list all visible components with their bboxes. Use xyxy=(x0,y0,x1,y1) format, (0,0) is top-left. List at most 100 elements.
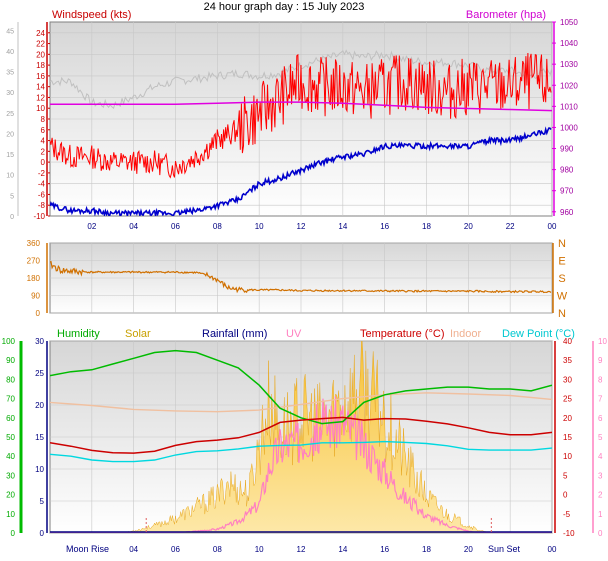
barometer-tick-label: 990 xyxy=(560,145,574,154)
humidity-tick-label: 70 xyxy=(6,395,15,404)
temperature-tick-label: -10 xyxy=(563,529,575,538)
time-tick-label: 16 xyxy=(380,222,389,231)
wind-tick-label: -8 xyxy=(38,201,46,210)
uv-tick-label: 0 xyxy=(598,529,603,538)
moon-rise-label: Moon Rise xyxy=(66,544,109,554)
temperature-tick-label: 40 xyxy=(563,337,572,346)
rainfall-tick-label: 5 xyxy=(40,497,45,506)
bottom-time-tick-label: 00 xyxy=(548,545,557,554)
direction-tick-label: 360 xyxy=(27,239,41,248)
humidity-tick-label: 30 xyxy=(6,471,15,480)
rainfall-tick-label: 20 xyxy=(35,401,44,410)
humidity-tick-label: 0 xyxy=(11,529,16,538)
uv-tick-label: 5 xyxy=(598,433,603,442)
wind-tick-label: 8 xyxy=(41,115,46,124)
wind-tick-label: -10 xyxy=(33,212,45,221)
time-tick-label: 08 xyxy=(213,222,222,231)
wind-tick-label: 12 xyxy=(36,93,45,102)
wind-outer-tick-label: 45 xyxy=(6,28,14,35)
time-tick-label: 06 xyxy=(171,222,180,231)
bottom-time-tick-label: 06 xyxy=(171,545,180,554)
legend-solar: Solar xyxy=(125,328,151,340)
wind-outer-tick-label: 15 xyxy=(6,152,14,159)
uv-series-line xyxy=(50,396,551,533)
uv-tick-label: 10 xyxy=(598,337,607,346)
bottom-time-tick-label: 10 xyxy=(255,545,264,554)
time-tick-label: 20 xyxy=(464,222,473,231)
wind-outer-tick-label: 0 xyxy=(10,214,14,221)
average-wind-series-line xyxy=(50,126,552,216)
temperature-tick-label: 20 xyxy=(563,414,572,423)
barometer-tick-label: 1030 xyxy=(560,60,578,69)
temperature-series-line xyxy=(50,416,552,454)
humidity-series-line xyxy=(50,349,552,425)
direction-tick-label: 180 xyxy=(27,274,41,283)
time-tick-label: 12 xyxy=(297,222,306,231)
temperature-tick-label: -5 xyxy=(563,510,571,519)
barometer-tick-label: 1020 xyxy=(560,81,578,90)
bottom-time-tick-label: 14 xyxy=(338,545,347,554)
humidity-tick-label: 80 xyxy=(6,375,15,384)
bottom-time-tick-label: 04 xyxy=(129,545,138,554)
direction-panel-grid xyxy=(50,242,553,314)
compass-label: E xyxy=(558,256,565,268)
temperature-tick-label: 15 xyxy=(563,433,572,442)
time-tick-label: 22 xyxy=(506,222,515,231)
indoor-series-line xyxy=(50,392,552,413)
time-tick-label: 10 xyxy=(255,222,264,231)
uv-tick-label: 2 xyxy=(598,491,603,500)
wind-tick-label: 2 xyxy=(41,147,46,156)
rainfall-tick-label: 25 xyxy=(35,369,44,378)
bottom-time-tick-label: 08 xyxy=(213,545,222,554)
wind-outer-tick-label: 35 xyxy=(6,70,14,77)
direction-panel-axes: 0 N 90 W 180 S 270 E 360 N xyxy=(27,238,568,320)
solar-series-area xyxy=(50,341,552,533)
humidity-tick-label: 20 xyxy=(6,491,15,500)
wind-tick-label: 20 xyxy=(36,50,45,59)
legend-rainfall: Rainfall (mm) xyxy=(202,328,267,340)
barometer-tick-label: 1040 xyxy=(560,39,578,48)
uv-tick-label: 6 xyxy=(598,414,603,423)
legend-indoor: Indoor xyxy=(450,328,482,340)
wind-outer-tick-label: 20 xyxy=(6,131,14,138)
uv-tick-label: 9 xyxy=(598,356,603,365)
compass-label: W xyxy=(557,291,568,303)
temperature-tick-label: 5 xyxy=(563,471,568,480)
wind-outer-tick-label: 10 xyxy=(6,173,14,180)
humidity-tick-label: 60 xyxy=(6,414,15,423)
barometer-axis-title: Barometer (hpa) xyxy=(466,9,546,21)
uv-tick-label: 4 xyxy=(598,452,603,461)
wind-direction-series-line xyxy=(50,260,552,294)
time-tick-label: 18 xyxy=(422,222,431,231)
bottom-time-tick-label: 20 xyxy=(464,545,473,554)
wind-tick-label: -6 xyxy=(38,190,46,199)
compass-label: N xyxy=(558,308,566,320)
temperature-tick-label: 35 xyxy=(563,356,572,365)
wind-outer-tick-label: 25 xyxy=(6,111,14,118)
legend-uv: UV xyxy=(286,328,302,340)
wind-tick-label: 16 xyxy=(36,72,45,81)
wind-outer-tick-label: 5 xyxy=(10,193,14,200)
wind-tick-label: 14 xyxy=(36,83,45,92)
windspeed-axis-title: Windspeed (kts) xyxy=(52,9,131,21)
temperature-tick-label: 30 xyxy=(563,375,572,384)
uv-tick-label: 8 xyxy=(598,375,603,384)
page-title: 24 hour graph day : 15 July 2023 xyxy=(204,1,365,13)
bottom-time-tick-label: 12 xyxy=(297,545,306,554)
direction-tick-label: 0 xyxy=(36,309,41,318)
rainfall-tick-label: 0 xyxy=(40,529,45,538)
temperature-panel-series xyxy=(50,341,552,533)
humidity-tick-label: 40 xyxy=(6,452,15,461)
wind-outer-tick-label: 30 xyxy=(6,90,14,97)
temperature-tick-label: 10 xyxy=(563,452,572,461)
wind-outer-tick-label: 40 xyxy=(6,49,14,56)
rainfall-tick-label: 15 xyxy=(35,433,44,442)
bottom-time-tick-label: 16 xyxy=(380,545,389,554)
uv-tick-label: 3 xyxy=(598,471,603,480)
temperature-tick-label: 25 xyxy=(563,395,572,404)
wind-tick-label: 10 xyxy=(36,104,45,113)
dew-point-series-line xyxy=(50,440,552,463)
barometer-tick-label: 980 xyxy=(560,166,574,175)
uv-tick-label: 7 xyxy=(598,395,603,404)
